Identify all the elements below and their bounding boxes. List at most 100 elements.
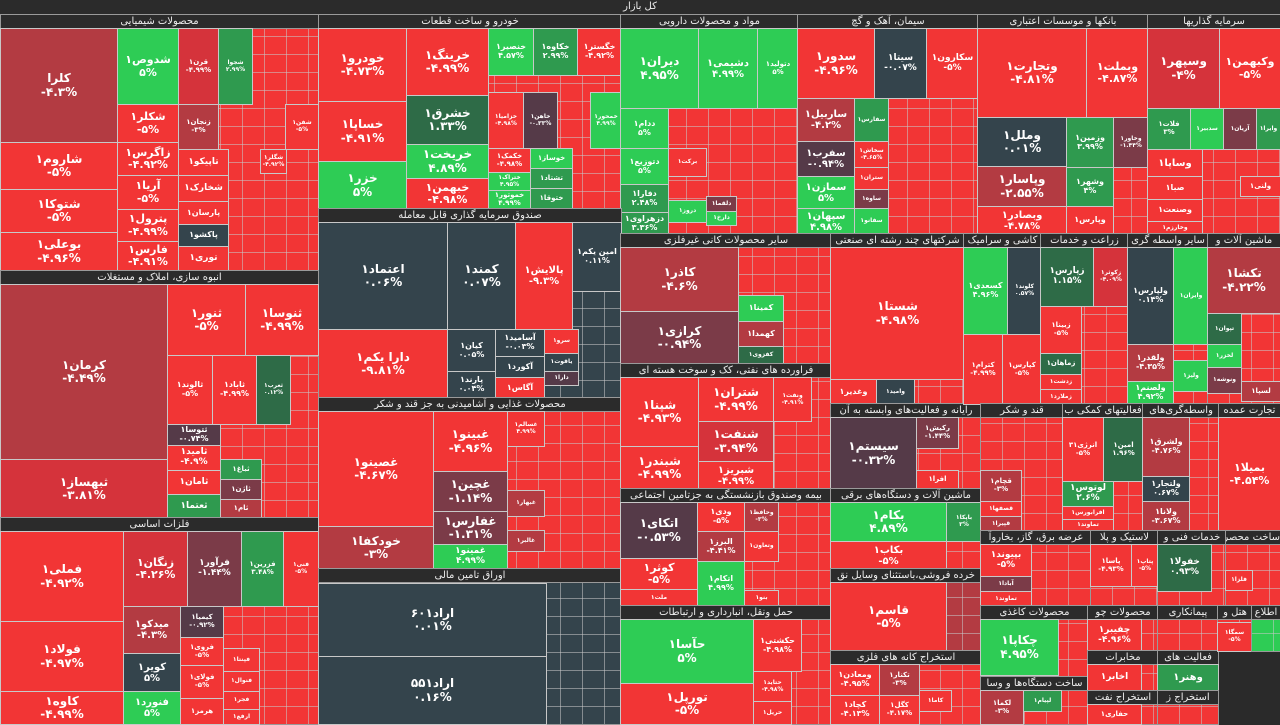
stock-tile[interactable]: وشهر۱ ۴% xyxy=(1066,167,1114,207)
stock-tile[interactable]: ولشرق۱ -۴.۷۶% xyxy=(1142,417,1190,477)
stock-tile[interactable]: کاذر۱ -۴.۶% xyxy=(620,247,739,312)
sector-header[interactable]: محصولات شیمیایی xyxy=(1,15,318,29)
stock-tile[interactable]: وایرا۱ xyxy=(1256,108,1280,150)
stock-tile[interactable]: غسالم۱ ۴.۹۹% xyxy=(507,411,545,447)
stock-tile[interactable]: کلوند۱ ۰.۵۷% xyxy=(1007,247,1042,335)
stock-tile[interactable]: چکاپا۱ ۴.۹۵% xyxy=(980,619,1059,676)
stock-tile[interactable]: دارا یکم۱ -۹.۸۱% xyxy=(318,329,448,399)
sector-header[interactable]: عرضه برق، گاز، بخاروآ xyxy=(981,531,1091,545)
stock-tile[interactable]: لپیام۱ xyxy=(1023,690,1062,712)
stock-tile[interactable]: فرآور۱ -۱.۴۴% xyxy=(187,531,242,607)
stock-tile[interactable]: برکت۱ xyxy=(668,148,707,177)
stock-tile[interactable]: ولنی۱ xyxy=(1240,176,1280,197)
stock-tile[interactable]: خودکفا۱ -۳% xyxy=(318,526,434,570)
stock-tile[interactable]: کوثر۱ -۵% xyxy=(620,558,698,590)
stock-tile[interactable]: پتاپ۱ -۵% xyxy=(1131,544,1159,587)
stock-tile[interactable]: ثالوند۱ -۵% xyxy=(167,355,213,425)
stock-tile[interactable]: وایران۱ xyxy=(1173,247,1209,345)
stock-tile[interactable]: ساوه۱ xyxy=(854,189,889,209)
stock-tile[interactable]: توری۱ xyxy=(178,246,229,271)
stock-tile[interactable]: وپارس۱ xyxy=(1066,206,1114,235)
stock-tile[interactable]: ثنور۱ -۵% xyxy=(167,284,246,356)
stock-tile[interactable]: بوعلی۱ -۴.۹۶% xyxy=(0,232,118,271)
stock-tile[interactable]: دروز۱ xyxy=(668,200,707,223)
stock-tile[interactable]: فزرین۱ ۳.۴۸% xyxy=(241,531,284,607)
sector-header[interactable]: فلزات اساسی xyxy=(1,518,318,532)
stock-tile[interactable]: تکشا۱ -۴.۲۲% xyxy=(1207,247,1280,314)
stock-tile[interactable]: قاسم۱ -۵% xyxy=(830,582,947,652)
stock-tile[interactable]: دشیمی۱ ۴.۹۹% xyxy=(698,28,758,109)
stock-tile[interactable]: پترول۱ -۴.۹۹% xyxy=(117,209,179,242)
stock-tile[interactable]: کچاد۱ -۴.۱۳% xyxy=(830,695,880,725)
sector-header[interactable]: صندوق سرمایه گذاری قابل معامله xyxy=(319,209,621,223)
stock-tile[interactable]: کاما۱ xyxy=(919,690,952,712)
sector-header[interactable]: ساخت دستگاه‌ها و وسا xyxy=(981,677,1088,691)
stock-tile[interactable]: پارسان۱ xyxy=(178,201,229,225)
stock-tile[interactable]: وسپهر۱ -۴% xyxy=(1147,28,1220,109)
stock-tile[interactable]: فنی۱ -۵% xyxy=(283,531,319,607)
stock-tile[interactable]: امین یکم۱ ۰.۱۱% xyxy=(572,222,622,292)
stock-tile[interactable]: افرا۱ xyxy=(916,470,959,490)
stock-tile[interactable]: آریا۱ -۵% xyxy=(117,175,179,210)
sector-header[interactable]: ماشین آلات و دستگاه‌های برقی xyxy=(831,489,981,503)
stock-tile[interactable]: ولقدر۱ -۴.۳۵% xyxy=(1127,344,1174,382)
stock-tile[interactable]: خفولا۱ ۰.۹۳% xyxy=(1157,544,1212,592)
stock-tile[interactable]: دزهراوی۱ ۳.۳۶% xyxy=(620,212,669,235)
stock-tile[interactable]: ولصنم۱ ۴.۹۲% xyxy=(1127,381,1174,405)
stock-tile[interactable]: ثعتما۱ xyxy=(167,494,221,519)
stock-tile[interactable]: خگستر۱ -۴.۹۲% xyxy=(577,28,622,76)
stock-tile[interactable]: ساربیل۱ -۴.۲% xyxy=(797,98,855,142)
stock-tile[interactable]: وملل۱ ۰.۰۱% xyxy=(977,117,1067,167)
stock-tile[interactable]: فجر۱ xyxy=(223,691,260,710)
stock-tile[interactable]: غبهار۱ xyxy=(507,490,545,517)
stock-tile[interactable]: خزر۱ ۵% xyxy=(318,161,407,210)
stock-tile[interactable]: فپنتا۱ xyxy=(223,648,260,672)
stock-tile[interactable]: چفیبر۱ -۴.۹۶% xyxy=(1087,619,1142,652)
stock-tile[interactable]: سرو۱ xyxy=(544,329,579,354)
stock-tile[interactable]: تشتاد۱ xyxy=(530,168,573,189)
stock-tile[interactable]: ارفع۱ xyxy=(223,709,260,725)
stock-tile[interactable]: ومعادن۱ -۴.۹۵% xyxy=(830,664,880,696)
sector-header[interactable]: رایانه و فعالیت‌های وابسته به آن xyxy=(831,404,981,418)
sector-header[interactable]: ماشین آلات و xyxy=(1208,234,1280,248)
sector-header[interactable]: محصولات کاغذی xyxy=(981,606,1088,620)
stock-tile[interactable]: خرینگ۱ -۴.۹۹% xyxy=(406,28,489,96)
sector-header[interactable]: استخراج نفت xyxy=(1088,691,1158,705)
stock-tile[interactable]: تکنار۱ -۳% xyxy=(879,664,920,696)
sector-header[interactable]: خدمات فنی و xyxy=(1158,531,1226,545)
stock-tile[interactable]: ودی۱ -۵% xyxy=(697,502,745,532)
stock-tile[interactable]: باپکا۱ ۳% xyxy=(946,502,982,542)
stock-tile[interactable]: ثنوسا۱ -۴.۹۹% xyxy=(245,284,319,356)
stock-tile[interactable]: لخزر۱ xyxy=(1207,344,1242,368)
sector-header[interactable]: استخراج ز xyxy=(1158,691,1218,705)
stock-tile[interactable]: شبریز۱ -۴.۹۹% xyxy=(698,461,774,490)
stock-tile[interactable]: شتران۱ -۴.۹۹% xyxy=(698,377,774,422)
sector-header[interactable]: تجارت عمده xyxy=(1219,404,1280,418)
stock-tile[interactable]: شخارک۱ xyxy=(178,175,229,202)
stock-tile[interactable]: شاروم۱ -۵% xyxy=(0,142,118,190)
stock-tile[interactable]: ثغرب۱ ۰.۱۲% xyxy=(256,355,291,425)
stock-tile[interactable]: آسامید۱ -۰.۰۳% xyxy=(495,329,545,357)
stock-tile[interactable]: غفارس۱ -۱.۳۱% xyxy=(433,511,508,545)
stock-tile[interactable]: زاگرس۱ -۴.۹۲% xyxy=(117,142,179,176)
stock-tile[interactable]: حکشتی۱ -۴.۹۸% xyxy=(753,619,802,672)
stock-tile[interactable]: قچام۱ -۳% xyxy=(980,470,1022,502)
stock-tile[interactable]: وصنعت۱ xyxy=(1147,199,1203,222)
stock-tile[interactable]: کیان۱ ۰.۰۵% xyxy=(447,329,496,372)
stock-tile[interactable]: وساپا۱ xyxy=(1147,149,1203,177)
stock-tile[interactable]: حریل۱ xyxy=(753,701,792,725)
sector-header[interactable]: پیمانکاری xyxy=(1158,606,1218,620)
stock-tile[interactable]: ونفت۱ -۴.۹۱% xyxy=(773,377,812,422)
stock-tile[interactable]: پاکشو۱ xyxy=(178,224,229,247)
stock-tile[interactable]: ختوقا۱ xyxy=(530,188,573,210)
stock-tile[interactable]: کرمان۱ -۴.۴۹% xyxy=(0,284,168,460)
sector-header[interactable]: مخابرات xyxy=(1088,651,1158,665)
stock-tile[interactable]: پارند۱ ۰.۰۴% xyxy=(447,371,496,399)
stock-tile[interactable]: صبا۱ xyxy=(1147,176,1203,200)
stock-tile[interactable]: حتاید۱ -۴.۹۸% xyxy=(753,671,792,702)
stock-tile[interactable]: وخارزم۱ xyxy=(1147,221,1203,235)
stock-tile[interactable]: ونوشه۱ xyxy=(1207,367,1242,394)
stock-tile[interactable]: خریخت۱ ۴.۸۹% xyxy=(406,144,489,179)
stock-tile[interactable]: خمحور۱ ۴.۹۹% xyxy=(590,92,622,149)
stock-tile[interactable]: دلقما۱ xyxy=(706,196,737,212)
